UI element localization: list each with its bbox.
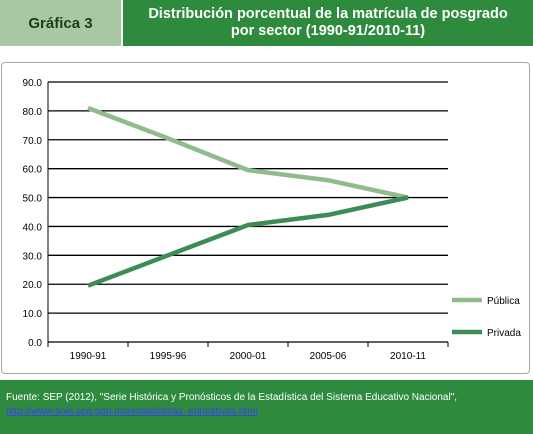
source-footer: Fuente: SEP (2012), "Serie Histórica y P…	[0, 380, 533, 434]
y-tick-label: 30.0	[23, 251, 43, 262]
chart-frame	[1, 62, 530, 374]
x-tick-label: 2000-01	[230, 351, 267, 362]
series-line-privada	[87, 195, 409, 288]
legend-label: Pública	[487, 296, 520, 307]
y-tick-label: 0.0	[28, 338, 42, 349]
y-tick-label: 60.0	[23, 165, 43, 176]
source-link[interactable]: http://www.snie.sep.gob.mx/estadisticas_…	[6, 406, 258, 417]
series-line-publica	[87, 105, 409, 200]
x-tick-label: 2005-06	[310, 351, 347, 362]
y-tick-label: 90.0	[23, 78, 43, 89]
chart-title-line-2: por sector (1990-91/2010-11)	[230, 23, 426, 39]
source-text: Fuente: SEP (2012), "Serie Histórica y P…	[6, 392, 458, 403]
y-tick-label: 20.0	[23, 280, 43, 291]
x-tick-label: 1990-91	[70, 351, 107, 362]
y-tick-label: 10.0	[23, 309, 43, 320]
y-tick-label: 80.0	[23, 107, 43, 118]
y-tick-label: 50.0	[23, 194, 43, 205]
chart-number-text: Gráfica 3	[28, 14, 93, 32]
y-tick-label: 40.0	[23, 222, 43, 233]
y-tick-label: 70.0	[23, 136, 43, 147]
chart-number-label: Gráfica 3	[0, 0, 121, 46]
legend-label: Privada	[487, 328, 521, 339]
x-tick-label: 2010-11	[390, 351, 426, 362]
chart-title-line-1: Distribución porcentual de la matrícula …	[148, 6, 508, 22]
x-tick-label: 1995-96	[150, 351, 187, 362]
chart-title: Distribución porcentual de la matrícula …	[123, 0, 533, 46]
